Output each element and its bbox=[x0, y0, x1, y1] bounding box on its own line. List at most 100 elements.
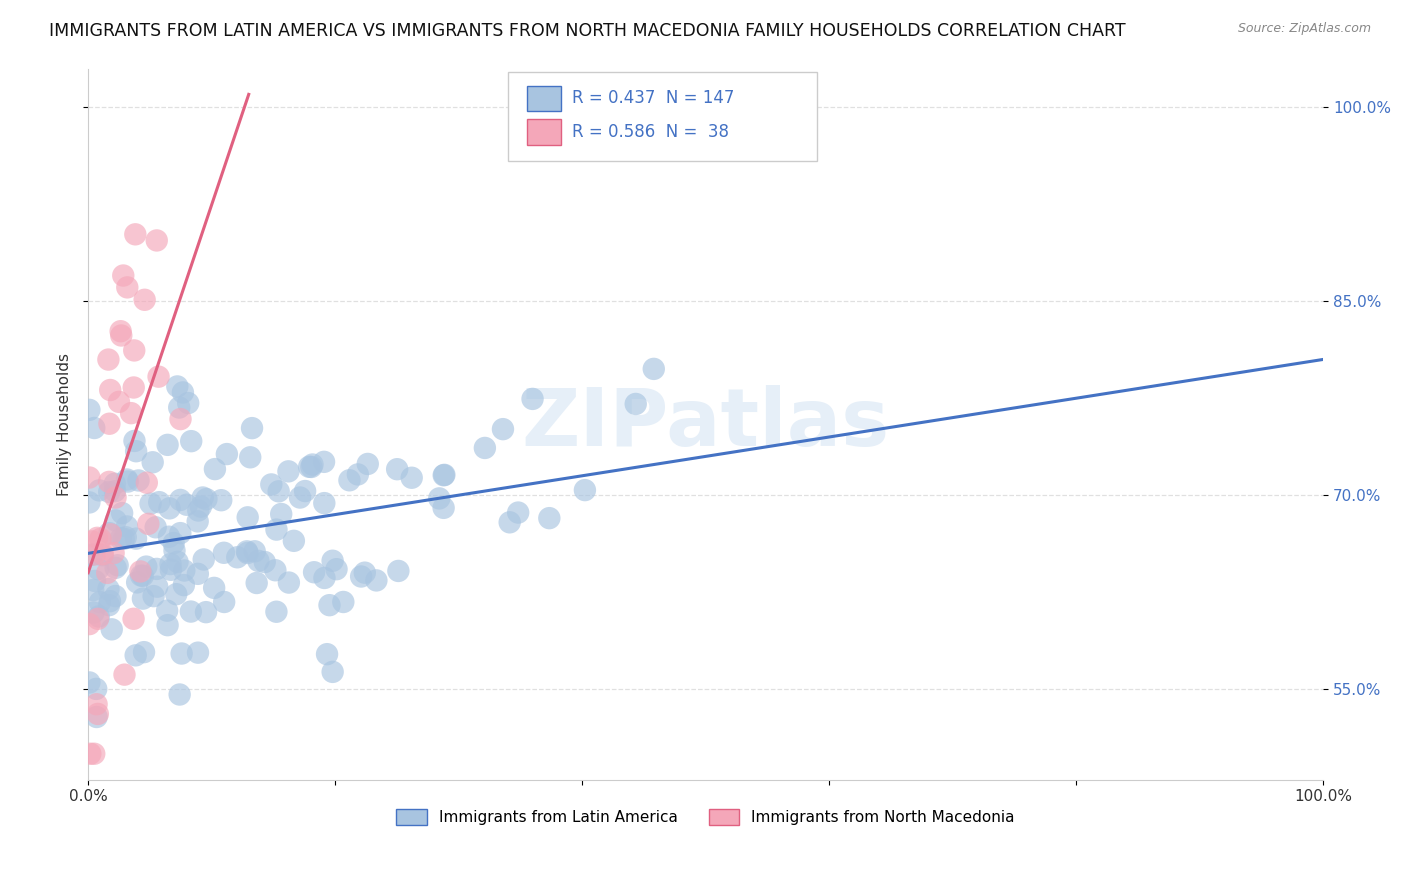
Text: R = 0.437  N = 147: R = 0.437 N = 147 bbox=[572, 89, 735, 107]
Point bbox=[114, 667, 136, 681]
Point bbox=[104, 514, 127, 528]
Point bbox=[122, 343, 145, 358]
Point bbox=[169, 526, 191, 541]
Point bbox=[83, 606, 105, 620]
Point bbox=[165, 587, 187, 601]
Point bbox=[108, 395, 131, 409]
Point bbox=[98, 484, 121, 499]
Point bbox=[187, 646, 209, 660]
Point bbox=[98, 598, 121, 612]
Point bbox=[401, 471, 423, 485]
Point bbox=[240, 421, 263, 435]
Point bbox=[574, 483, 596, 497]
Point bbox=[80, 548, 103, 562]
Point bbox=[115, 473, 138, 487]
Point bbox=[79, 470, 101, 484]
Legend: Immigrants from Latin America, Immigrants from North Macedonia: Immigrants from Latin America, Immigrant… bbox=[396, 809, 1015, 825]
Point bbox=[433, 467, 456, 482]
Point bbox=[314, 571, 336, 585]
Text: IMMIGRANTS FROM LATIN AMERICA VS IMMIGRANTS FROM NORTH MACEDONIA FAMILY HOUSEHOL: IMMIGRANTS FROM LATIN AMERICA VS IMMIGRA… bbox=[49, 22, 1126, 40]
Point bbox=[97, 582, 120, 596]
Point bbox=[322, 665, 344, 679]
Point bbox=[433, 468, 456, 483]
Point bbox=[299, 460, 322, 475]
Point bbox=[145, 234, 167, 248]
Point bbox=[125, 444, 148, 458]
Point bbox=[132, 591, 155, 606]
Point bbox=[270, 507, 292, 521]
Point bbox=[134, 293, 156, 307]
Point bbox=[193, 552, 215, 566]
Point bbox=[115, 519, 138, 533]
Point bbox=[104, 561, 127, 575]
Point bbox=[212, 595, 235, 609]
Point bbox=[246, 576, 269, 591]
Point bbox=[157, 530, 180, 544]
Point bbox=[538, 511, 561, 525]
Point bbox=[190, 500, 212, 514]
Point bbox=[266, 523, 288, 537]
Point bbox=[79, 747, 101, 761]
Point bbox=[80, 534, 103, 549]
Point bbox=[122, 612, 145, 626]
Point bbox=[98, 417, 121, 431]
Point bbox=[167, 401, 190, 415]
Point bbox=[98, 594, 121, 608]
Point bbox=[166, 379, 188, 393]
Point bbox=[316, 647, 339, 661]
Text: ZIPatlas: ZIPatlas bbox=[522, 385, 890, 463]
Point bbox=[82, 582, 104, 597]
Point bbox=[124, 434, 146, 448]
Point bbox=[277, 464, 299, 478]
Point bbox=[129, 565, 152, 579]
Point bbox=[135, 559, 157, 574]
Point bbox=[110, 328, 132, 343]
Point bbox=[124, 648, 146, 663]
Point bbox=[312, 455, 335, 469]
Point bbox=[191, 491, 214, 505]
FancyBboxPatch shape bbox=[527, 119, 561, 145]
Point bbox=[79, 675, 101, 690]
FancyBboxPatch shape bbox=[508, 72, 817, 161]
Point bbox=[318, 598, 340, 612]
Point bbox=[187, 503, 209, 517]
Point bbox=[212, 546, 235, 560]
Point bbox=[117, 280, 139, 294]
Point bbox=[146, 580, 169, 594]
Point bbox=[100, 623, 122, 637]
Point bbox=[87, 612, 110, 626]
Point bbox=[79, 402, 101, 417]
Point bbox=[98, 526, 121, 541]
Point bbox=[125, 532, 148, 546]
Point bbox=[112, 532, 135, 546]
Point bbox=[283, 533, 305, 548]
Point bbox=[89, 595, 111, 609]
Point bbox=[325, 562, 347, 576]
Point bbox=[236, 546, 259, 560]
Point bbox=[385, 462, 408, 476]
Point bbox=[298, 459, 321, 474]
Point bbox=[288, 491, 311, 505]
Point bbox=[114, 530, 136, 544]
Point bbox=[104, 476, 127, 491]
Point bbox=[117, 475, 139, 489]
Point bbox=[180, 605, 202, 619]
Point bbox=[97, 352, 120, 367]
Point bbox=[112, 268, 135, 283]
Point bbox=[84, 574, 107, 588]
Point bbox=[294, 483, 316, 498]
Point bbox=[132, 569, 155, 583]
Point bbox=[110, 532, 132, 546]
Point bbox=[301, 458, 323, 472]
Point bbox=[91, 548, 114, 562]
Point bbox=[170, 647, 193, 661]
Point bbox=[120, 406, 142, 420]
Point bbox=[302, 566, 325, 580]
Point bbox=[202, 581, 225, 595]
Point bbox=[111, 506, 134, 520]
Point bbox=[314, 496, 336, 510]
Point bbox=[87, 609, 110, 624]
Point bbox=[347, 467, 370, 482]
Point bbox=[156, 618, 179, 632]
Point bbox=[239, 450, 262, 465]
